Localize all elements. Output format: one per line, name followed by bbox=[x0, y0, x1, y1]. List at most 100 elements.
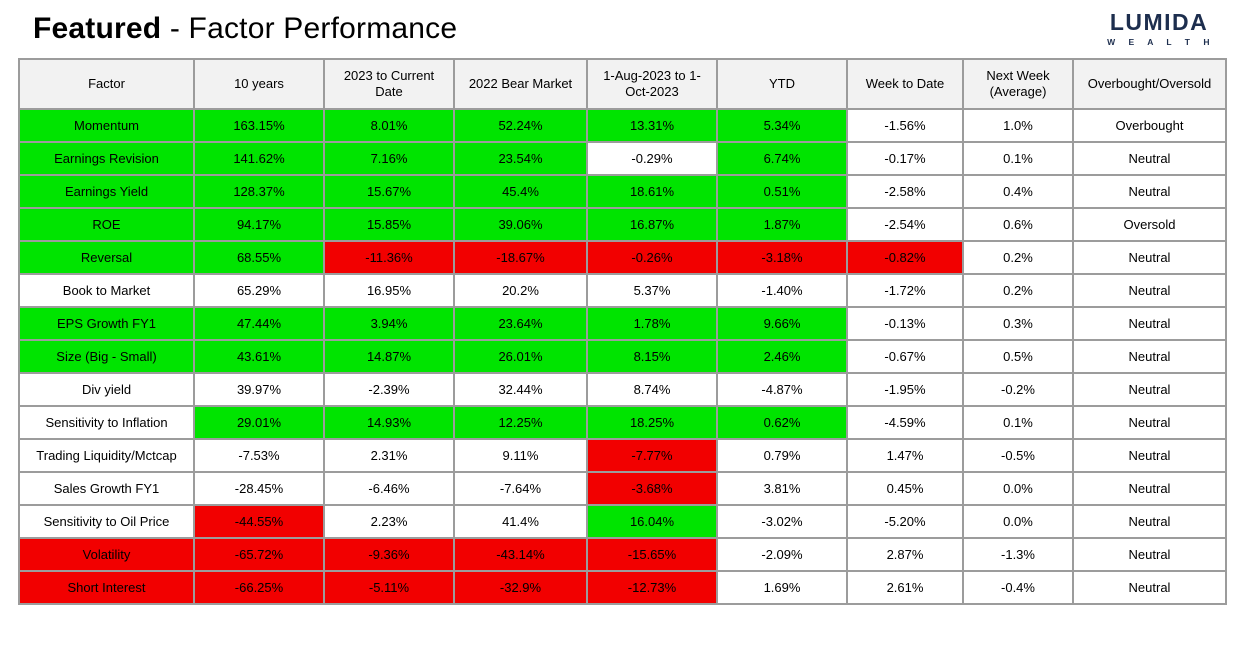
table-cell: 1.78% bbox=[586, 306, 718, 341]
table-cell: 20.2% bbox=[453, 273, 588, 308]
table-cell: -12.73% bbox=[586, 570, 718, 605]
table-cell: 39.06% bbox=[453, 207, 588, 242]
table-cell: -0.2% bbox=[962, 372, 1074, 407]
factor-cell: Sensitivity to Oil Price bbox=[18, 504, 195, 539]
table-row: Short Interest -66.25% -5.11% -32.9% -12.73%… bbox=[18, 570, 1227, 605]
table-cell: -6.46% bbox=[323, 471, 455, 506]
table-cell: 29.01% bbox=[193, 405, 325, 440]
table-cell: 2.87% bbox=[846, 537, 964, 572]
table-cell: 1.47% bbox=[846, 438, 964, 473]
table-cell: -5.11% bbox=[323, 570, 455, 605]
table-cell: 128.37% bbox=[193, 174, 325, 209]
table-cell: 1.87% bbox=[716, 207, 848, 242]
table-cell: 0.2% bbox=[962, 273, 1074, 308]
table-cell: -3.18% bbox=[716, 240, 848, 275]
table-cell: -15.65% bbox=[586, 537, 718, 572]
table-cell: 68.55% bbox=[193, 240, 325, 275]
table-cell: 3.81% bbox=[716, 471, 848, 506]
table-cell: -32.9% bbox=[453, 570, 588, 605]
table-cell: -2.58% bbox=[846, 174, 964, 209]
column-header-8: Overbought/Oversold bbox=[1072, 58, 1227, 110]
table-cell: 3.94% bbox=[323, 306, 455, 341]
table-cell: 16.95% bbox=[323, 273, 455, 308]
table-cell: 1.69% bbox=[716, 570, 848, 605]
table-cell: 0.0% bbox=[962, 504, 1074, 539]
table-cell: -0.5% bbox=[962, 438, 1074, 473]
logo-sub-text: W E A L T H bbox=[1107, 37, 1215, 47]
table-cell: 32.44% bbox=[453, 372, 588, 407]
table-cell: 8.74% bbox=[586, 372, 718, 407]
factor-cell: Sensitivity to Inflation bbox=[18, 405, 195, 440]
table-cell: 0.45% bbox=[846, 471, 964, 506]
table-cell: -43.14% bbox=[453, 537, 588, 572]
factor-cell: Book to Market bbox=[18, 273, 195, 308]
table-row: Sensitivity to Oil Price -44.55% 2.23% 41.4… bbox=[18, 504, 1227, 539]
table-cell: Neutral bbox=[1072, 438, 1227, 473]
column-header-1: 10 years bbox=[193, 58, 325, 110]
table-cell: 0.79% bbox=[716, 438, 848, 473]
table-cell: -0.67% bbox=[846, 339, 964, 374]
column-header-3: 2022 Bear Market bbox=[453, 58, 588, 110]
table-cell: 14.87% bbox=[323, 339, 455, 374]
table-row: Momentum 163.15% 8.01% 52.24% 13.31% 5.34% -1.… bbox=[18, 108, 1227, 143]
table-cell: -7.64% bbox=[453, 471, 588, 506]
table-cell: -1.56% bbox=[846, 108, 964, 143]
table-row: Reversal 68.55% -11.36% -18.67% -0.26% -3.18%… bbox=[18, 240, 1227, 275]
page-title-rest: - Factor Performance bbox=[161, 12, 458, 45]
table-cell: 0.2% bbox=[962, 240, 1074, 275]
table-cell: Neutral bbox=[1072, 273, 1227, 308]
column-header-4: 1-Aug-2023 to 1-Oct-2023 bbox=[586, 58, 718, 110]
factor-cell: Sales Growth FY1 bbox=[18, 471, 195, 506]
table-cell: Neutral bbox=[1072, 537, 1227, 572]
table-cell: -0.17% bbox=[846, 141, 964, 176]
table-cell: -3.02% bbox=[716, 504, 848, 539]
table-cell: 8.01% bbox=[323, 108, 455, 143]
table-cell: 41.4% bbox=[453, 504, 588, 539]
table-cell: Neutral bbox=[1072, 405, 1227, 440]
table-cell: Neutral bbox=[1072, 174, 1227, 209]
table-row: Earnings Revision 141.62% 7.16% 23.54% -0.29… bbox=[18, 141, 1227, 176]
table-cell: 0.5% bbox=[962, 339, 1074, 374]
table-cell: -7.53% bbox=[193, 438, 325, 473]
table-cell: -2.54% bbox=[846, 207, 964, 242]
table-cell: 14.93% bbox=[323, 405, 455, 440]
table-cell: 2.31% bbox=[323, 438, 455, 473]
table-cell: 141.62% bbox=[193, 141, 325, 176]
table-cell: 5.34% bbox=[716, 108, 848, 143]
table-cell: -0.4% bbox=[962, 570, 1074, 605]
table-row: Earnings Yield 128.37% 15.67% 45.4% 18.61% 0.… bbox=[18, 174, 1227, 209]
column-header-2: 2023 to Current Date bbox=[323, 58, 455, 110]
table-cell: 0.51% bbox=[716, 174, 848, 209]
table-cell: 47.44% bbox=[193, 306, 325, 341]
factor-cell: EPS Growth FY1 bbox=[18, 306, 195, 341]
table-cell: Overbought bbox=[1072, 108, 1227, 143]
table-cell: 45.4% bbox=[453, 174, 588, 209]
table-cell: 16.87% bbox=[586, 207, 718, 242]
table-cell: Neutral bbox=[1072, 339, 1227, 374]
table-cell: 52.24% bbox=[453, 108, 588, 143]
table-cell: 2.46% bbox=[716, 339, 848, 374]
table-cell: -5.20% bbox=[846, 504, 964, 539]
table-cell: Neutral bbox=[1072, 504, 1227, 539]
table-cell: 65.29% bbox=[193, 273, 325, 308]
table-cell: 0.4% bbox=[962, 174, 1074, 209]
table-cell: -11.36% bbox=[323, 240, 455, 275]
table-cell: 0.6% bbox=[962, 207, 1074, 242]
table-row: Size (Big - Small) 43.61% 14.87% 26.01% 8.15… bbox=[18, 339, 1227, 374]
factor-performance-table: Factor 10 years 2023 to Current Date 2022 B… bbox=[18, 58, 1227, 605]
table-cell: 0.1% bbox=[962, 405, 1074, 440]
page-title-featured: Featured bbox=[33, 12, 162, 45]
table-cell: -7.77% bbox=[586, 438, 718, 473]
table-cell: 39.97% bbox=[193, 372, 325, 407]
table-cell: 0.1% bbox=[962, 141, 1074, 176]
table-cell: Neutral bbox=[1072, 240, 1227, 275]
table-cell: -9.36% bbox=[323, 537, 455, 572]
table-header: Factor 10 years 2023 to Current Date 2022 B… bbox=[18, 58, 1227, 110]
table-cell: 163.15% bbox=[193, 108, 325, 143]
table-row: Book to Market 65.29% 16.95% 20.2% 5.37% -1.4… bbox=[18, 273, 1227, 308]
table-row: Trading Liquidity/Mctcap -7.53% 2.31% 9.11%… bbox=[18, 438, 1227, 473]
table-cell: -0.82% bbox=[846, 240, 964, 275]
table-cell: 16.04% bbox=[586, 504, 718, 539]
column-header-6: Week to Date bbox=[846, 58, 964, 110]
